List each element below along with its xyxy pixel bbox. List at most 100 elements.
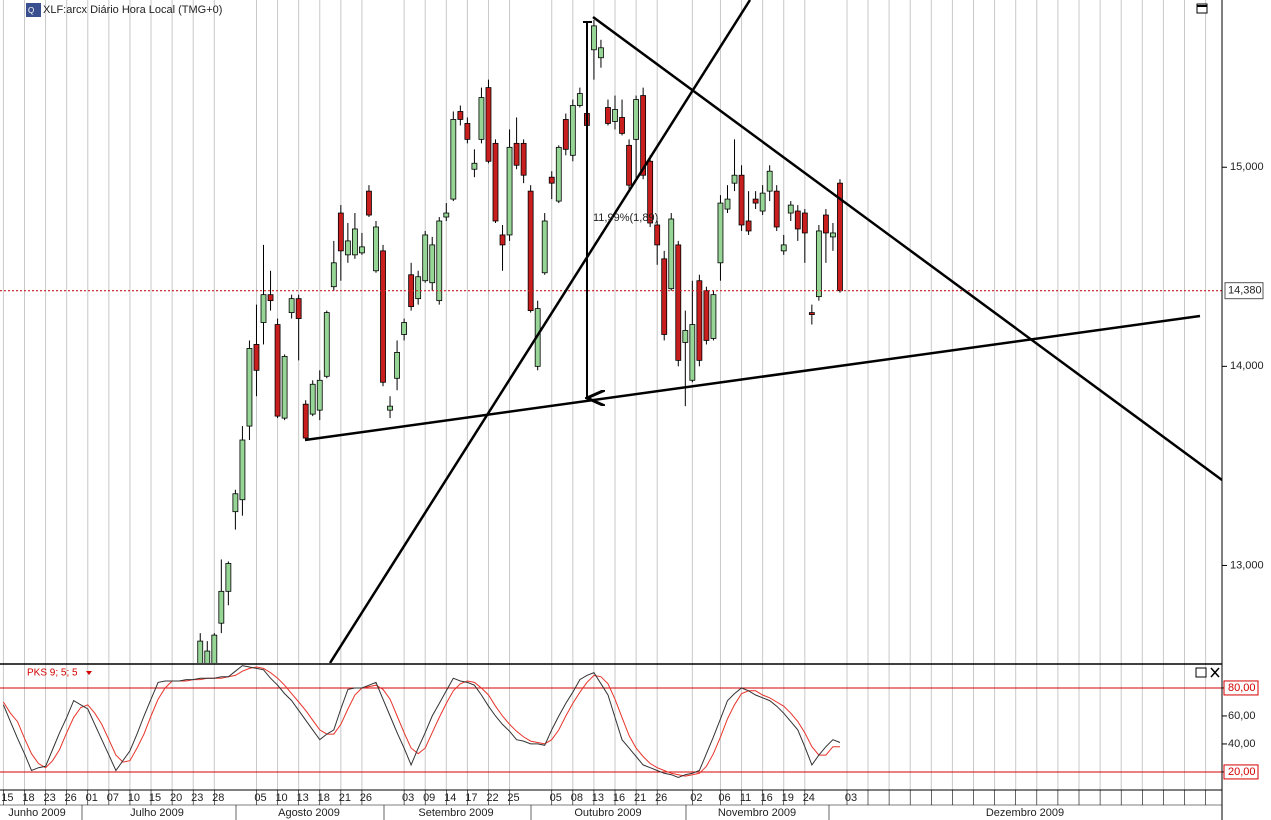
- candle-body: [429, 244, 436, 284]
- drawings: [304, 0, 1222, 663]
- axes: 15 18 23 26 01 07 10 15 20 23 28 05 10 13 18 21 26 03 09 14…: [1, 161, 1264, 820]
- y-tick-label: 14,000: [1230, 360, 1264, 372]
- candle-body: [464, 123, 471, 140]
- candle-body: [710, 294, 717, 339]
- candle-body: [808, 312, 815, 315]
- candle-body: [527, 190, 534, 311]
- candle-body: [260, 294, 267, 323]
- x-tick-label: 22: [486, 792, 498, 804]
- indicator-line: [2, 666, 840, 777]
- month-label: Julho 2009: [130, 807, 184, 819]
- x-tick-label: 21: [634, 792, 646, 804]
- price-plot: [0, 19, 1222, 663]
- x-tick-label: 18: [318, 792, 330, 804]
- candle-body: [703, 290, 710, 341]
- trend-line: [304, 314, 1201, 442]
- x-tick-label: 23: [43, 792, 55, 804]
- month-label: Setembro 2009: [418, 807, 493, 819]
- x-tick-label: 10: [128, 792, 140, 804]
- candle-body: [569, 105, 576, 156]
- x-tick-label: 17: [465, 792, 477, 804]
- candle-body: [520, 142, 527, 176]
- candle-body: [682, 330, 689, 343]
- candle-body: [689, 324, 696, 381]
- candle-body: [337, 212, 344, 252]
- candle-body: [696, 280, 703, 361]
- candle-body: [225, 563, 232, 592]
- y-tick-label: 13,000: [1230, 559, 1264, 571]
- month-label: Novembro 2009: [718, 807, 796, 819]
- candle-body: [787, 204, 794, 214]
- candle-body: [619, 117, 625, 134]
- candle-body: [485, 87, 492, 162]
- candle-body: [394, 352, 400, 379]
- candle-body: [422, 234, 429, 282]
- candle-body: [675, 244, 682, 361]
- maximize-button[interactable]: [1196, 3, 1208, 14]
- candle-body: [499, 234, 506, 246]
- x-tick-label: 26: [360, 792, 372, 804]
- candle-body: [745, 220, 752, 232]
- x-tick-label: 09: [423, 792, 435, 804]
- x-tick-label: 15: [149, 792, 161, 804]
- candle-body: [647, 160, 654, 224]
- x-tick-label: 03: [845, 792, 857, 804]
- candle-body: [471, 162, 478, 170]
- candle-body: [837, 182, 843, 292]
- x-tick-label: 16: [761, 792, 773, 804]
- candle-body: [654, 224, 661, 246]
- candle-body: [506, 146, 513, 236]
- x-tick-label: 06: [718, 792, 730, 804]
- candle-body: [211, 634, 218, 663]
- candle-body: [591, 25, 597, 51]
- x-tick-label: 25: [507, 792, 519, 804]
- candle-body: [717, 202, 724, 264]
- measure-label: 11,99%(1,89): [593, 212, 658, 224]
- candle-body: [401, 322, 408, 335]
- x-tick-label: 07: [107, 792, 119, 804]
- chart-title[interactable]: XLF:arcx Diário Hora Local (TMG+0): [43, 4, 222, 16]
- x-tick-label: 24: [803, 792, 815, 804]
- level-label-box: [1223, 680, 1259, 696]
- candle-body: [436, 220, 443, 302]
- x-tick-label: 16: [613, 792, 625, 804]
- candle-body: [443, 212, 450, 218]
- candle-body: [302, 403, 309, 439]
- x-tick-label: 21: [339, 792, 351, 804]
- indicator-close[interactable]: [1210, 667, 1220, 678]
- candle-body: [274, 324, 281, 417]
- candle-body: [492, 142, 499, 222]
- candle-body: [359, 246, 365, 254]
- candle-body: [640, 95, 647, 176]
- indicator-maximize[interactable]: [1195, 667, 1207, 678]
- candle-body: [351, 228, 358, 256]
- x-tick-label: 20: [170, 792, 182, 804]
- candle-body: [766, 170, 773, 192]
- candle-body: [246, 348, 253, 427]
- candle-body: [626, 144, 632, 186]
- candle-body: [281, 355, 288, 419]
- x-tick-label: 08: [571, 792, 583, 804]
- candle-body: [830, 232, 836, 238]
- x-tick-label: 23: [191, 792, 203, 804]
- month-label: Outubro 2009: [574, 807, 641, 819]
- candle-body: [612, 109, 618, 122]
- x-tick-label: 19: [782, 792, 794, 804]
- candle-body: [330, 262, 337, 288]
- indicator-title[interactable]: PKS 9; 5; 5: [27, 668, 78, 679]
- x-tick-label: 05: [254, 792, 266, 804]
- trend-line: [328, 0, 752, 663]
- candle-body: [373, 226, 379, 272]
- x-tick-label: 13: [297, 792, 309, 804]
- x-tick-label: 05: [550, 792, 562, 804]
- candle-body: [295, 298, 302, 319]
- x-tick-label: 26: [65, 792, 77, 804]
- candle-body: [605, 107, 611, 124]
- month-label: Agosto 2009: [278, 807, 340, 819]
- candle-body: [794, 210, 801, 230]
- candle-body: [562, 119, 569, 150]
- candle-body: [801, 212, 808, 234]
- indicator-menu[interactable]: [86, 671, 92, 675]
- candle-body: [478, 97, 485, 140]
- symbol-icon[interactable]: [26, 3, 41, 17]
